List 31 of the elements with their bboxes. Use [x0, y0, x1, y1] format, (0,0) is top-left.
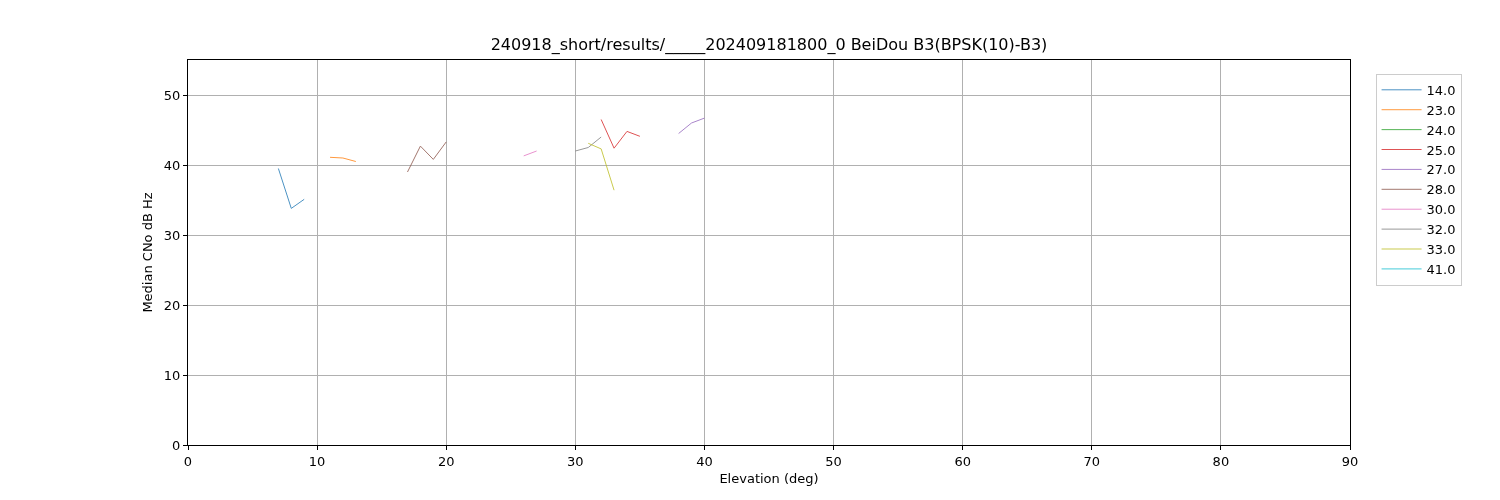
legend-label: 24.0: [1426, 122, 1456, 138]
legend-label: 30.0: [1426, 202, 1456, 218]
x-tick-label: 30: [567, 453, 584, 469]
x-axis-title: Elevation (deg): [719, 471, 819, 487]
y-tick-label: 10: [163, 367, 181, 383]
legend-label: 41.0: [1426, 261, 1456, 277]
x-tick-label: 80: [1212, 453, 1230, 469]
x-tick-label: 40: [696, 453, 713, 469]
legend-label: 25.0: [1426, 142, 1456, 158]
legend-label: 32.0: [1426, 222, 1456, 238]
legend-label: 33.0: [1426, 242, 1456, 258]
y-tick-label: 40: [163, 157, 181, 173]
chart-title: 240918_short/results/_____202409181800_0 BeiDou B3(BPSK(10)-B3): [490, 35, 1048, 55]
legend-label: 28.0: [1426, 182, 1456, 198]
y-tick-label: 20: [163, 297, 181, 313]
x-tick-label: 0: [183, 453, 193, 469]
x-tick-label: 60: [954, 453, 971, 469]
x-tick-label: 70: [1083, 453, 1101, 469]
y-tick-label: 50: [163, 87, 181, 103]
legend-label: 14.0: [1426, 82, 1456, 98]
y-tick-label: 0: [172, 437, 181, 453]
legend-label: 27.0: [1426, 162, 1456, 178]
x-tick-label: 10: [308, 453, 326, 469]
y-axis-title: Median CNo dB Hz: [139, 192, 155, 313]
x-tick-label: 50: [825, 453, 842, 469]
x-tick-label: 20: [437, 453, 455, 469]
line-series: [406, 141, 447, 173]
x-tick-label: 90: [1341, 453, 1359, 469]
legend-label: 23.0: [1426, 102, 1456, 118]
line-series: [600, 119, 641, 149]
y-tick-label: 30: [163, 227, 181, 243]
